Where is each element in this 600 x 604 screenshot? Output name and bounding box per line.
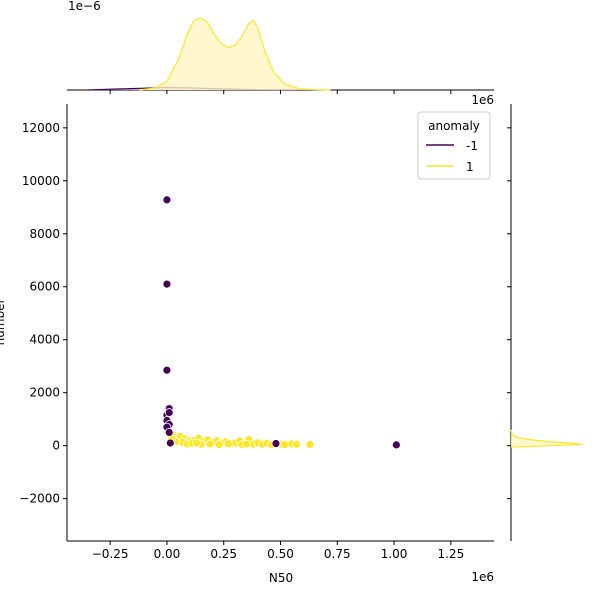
y-offset-text: 1e6 (471, 93, 494, 107)
scatter-point-anomaly (164, 408, 174, 417)
y-tick-label: 10000 (22, 174, 60, 188)
x-tick-label: −0.25 (92, 547, 129, 561)
y-tick-label: −2000 (19, 492, 60, 506)
main-axes: −0.25 0.00 0.25 0.50 0.75 1.00 1.25 −2000 0 2000… (19, 104, 494, 561)
scatter-point-normal (242, 439, 251, 449)
scatter-point-anomaly (271, 439, 281, 448)
y-axis-label: number (0, 299, 7, 346)
legend-label-1: 1 (466, 160, 474, 174)
top-kde-fill-normal (139, 18, 331, 90)
x-tick-label: 0.75 (324, 547, 351, 561)
x-ticks: −0.25 0.00 0.25 0.50 0.75 1.00 1.25 (92, 541, 464, 561)
scatter-point-anomaly (162, 195, 172, 205)
right-kde-line (510, 429, 584, 448)
y-tick-label: 8000 (29, 227, 60, 241)
scatter-point-normal (214, 440, 224, 449)
scatter-point-normal (205, 439, 215, 449)
scatter-point-normal (223, 439, 233, 449)
y-tick-label: 0 (52, 439, 60, 453)
legend-label-neg1: -1 (466, 139, 478, 153)
top-marginal-offset-text: 1e−6 (68, 0, 101, 13)
x-tick-label: 0.50 (267, 547, 294, 561)
x-tick-label: 1.00 (381, 547, 408, 561)
scatter-point-anomaly (162, 365, 172, 375)
y-tick-label: 12000 (22, 121, 60, 135)
legend: anomaly -1 1 (417, 111, 491, 180)
x-axis-label: N50 (269, 571, 293, 585)
y-tick-label: 2000 (29, 386, 60, 400)
scatter-point-anomaly (391, 440, 401, 450)
y-tick-label: 6000 (29, 280, 60, 294)
top-kde-line-normal (139, 17, 331, 91)
top-marginal-kde (67, 17, 494, 94)
scatter-point-anomaly (164, 428, 174, 437)
scatter-points (162, 195, 401, 450)
scatter-point-anomaly (165, 438, 175, 448)
scatter-point-normal (291, 439, 301, 449)
x-tick-label: 0.25 (210, 547, 237, 561)
right-marginal-kde (507, 104, 584, 541)
scatter-point-normal (192, 438, 201, 448)
y-tick-label: 4000 (29, 333, 60, 347)
x-tick-label: 1.25 (437, 547, 464, 561)
legend-title: anomaly (428, 119, 480, 133)
y-ticks: −2000 0 2000 4000 6000 8000 10000 12000 (19, 121, 67, 506)
scatter-point-normal (305, 440, 315, 449)
x-offset-text: 1e6 (471, 570, 494, 584)
scatter-point-anomaly (162, 279, 172, 289)
x-tick-label: 0.00 (154, 547, 181, 561)
